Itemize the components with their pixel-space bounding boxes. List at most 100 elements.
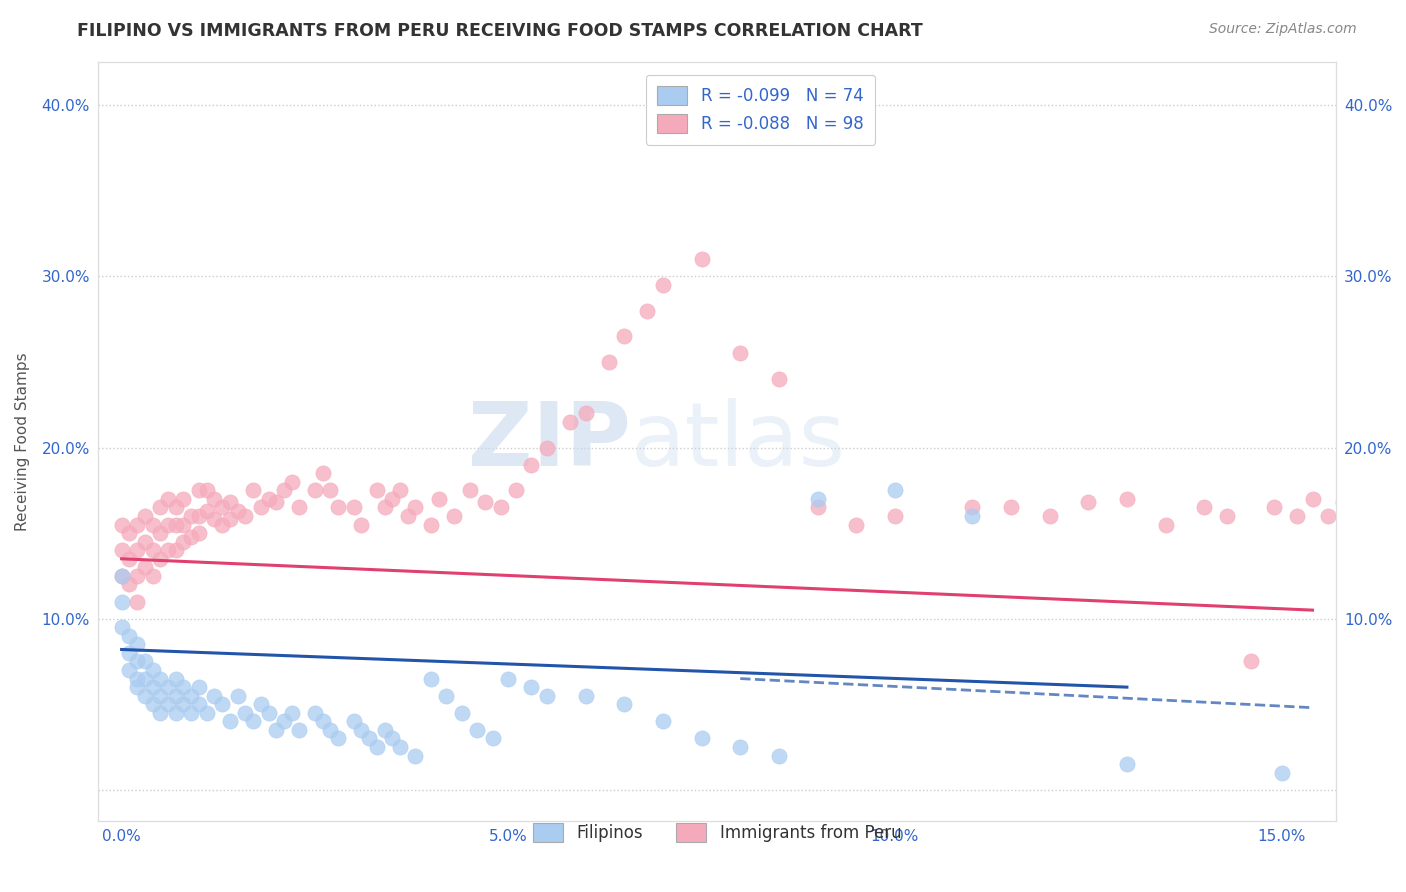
Point: [195, 504, 218, 518]
Point: [326, 731, 350, 746]
Point: [768, 748, 790, 763]
Point: [807, 491, 830, 506]
Point: [127, 680, 149, 694]
Point: [326, 500, 350, 515]
Point: [141, 698, 165, 712]
Point: [141, 569, 165, 583]
Point: [436, 689, 458, 703]
Point: [242, 714, 264, 729]
Point: [652, 714, 675, 729]
Point: [443, 508, 465, 523]
Point: [312, 714, 335, 729]
Point: [127, 637, 149, 651]
Point: [319, 483, 342, 498]
Point: [574, 406, 596, 420]
Point: [381, 491, 404, 506]
Point: [250, 500, 273, 515]
Point: [219, 512, 242, 526]
Point: [172, 534, 194, 549]
Point: [1333, 495, 1355, 509]
Point: [219, 495, 242, 509]
Point: [427, 491, 450, 506]
Point: [226, 504, 249, 518]
Point: [598, 355, 620, 369]
Point: [1285, 508, 1308, 523]
Point: [489, 500, 512, 515]
Point: [118, 663, 141, 677]
Point: [520, 680, 543, 694]
Point: [235, 508, 257, 523]
Point: [149, 689, 172, 703]
Point: [458, 483, 481, 498]
Point: [405, 748, 427, 763]
Point: [211, 500, 233, 515]
Point: [172, 698, 194, 712]
Point: [118, 577, 141, 591]
Point: [172, 680, 194, 694]
Point: [141, 517, 165, 532]
Point: [1216, 508, 1239, 523]
Point: [180, 529, 202, 543]
Point: [1154, 517, 1177, 532]
Point: [613, 329, 636, 343]
Point: [188, 483, 211, 498]
Point: [111, 620, 132, 634]
Point: [884, 508, 907, 523]
Point: [111, 517, 132, 532]
Point: [149, 500, 172, 515]
Point: [450, 706, 472, 720]
Point: [134, 689, 156, 703]
Point: [281, 475, 304, 489]
Point: [204, 689, 226, 703]
Point: [690, 252, 713, 267]
Point: [165, 543, 187, 558]
Point: [118, 551, 141, 566]
Point: [149, 706, 172, 720]
Point: [396, 508, 419, 523]
Point: [204, 512, 226, 526]
Point: [1347, 500, 1369, 515]
Point: [350, 723, 373, 737]
Point: [536, 441, 558, 455]
Point: [652, 277, 675, 292]
Point: [405, 500, 427, 515]
Point: [613, 698, 636, 712]
Point: [157, 517, 180, 532]
Point: [134, 672, 156, 686]
Point: [172, 517, 194, 532]
Point: [962, 508, 984, 523]
Point: [165, 517, 187, 532]
Point: [165, 672, 187, 686]
Point: [195, 706, 218, 720]
Point: [134, 534, 156, 549]
Point: [111, 543, 132, 558]
Point: [149, 672, 172, 686]
Point: [134, 655, 156, 669]
Point: [730, 346, 752, 360]
Point: [1263, 500, 1285, 515]
Point: [157, 698, 180, 712]
Point: [165, 706, 187, 720]
Point: [1302, 491, 1324, 506]
Point: [149, 551, 172, 566]
Point: [141, 663, 165, 677]
Point: [141, 680, 165, 694]
Point: [141, 543, 165, 558]
Point: [388, 483, 412, 498]
Point: [165, 689, 187, 703]
Point: [1000, 500, 1022, 515]
Point: [420, 517, 443, 532]
Point: [127, 672, 149, 686]
Point: [474, 495, 496, 509]
Text: Source: ZipAtlas.com: Source: ZipAtlas.com: [1209, 22, 1357, 37]
Point: [219, 714, 242, 729]
Point: [118, 629, 141, 643]
Point: [319, 723, 342, 737]
Point: [288, 723, 311, 737]
Point: [304, 483, 326, 498]
Point: [481, 731, 505, 746]
Point: [273, 483, 295, 498]
Point: [180, 689, 202, 703]
Point: [343, 500, 366, 515]
Point: [180, 508, 202, 523]
